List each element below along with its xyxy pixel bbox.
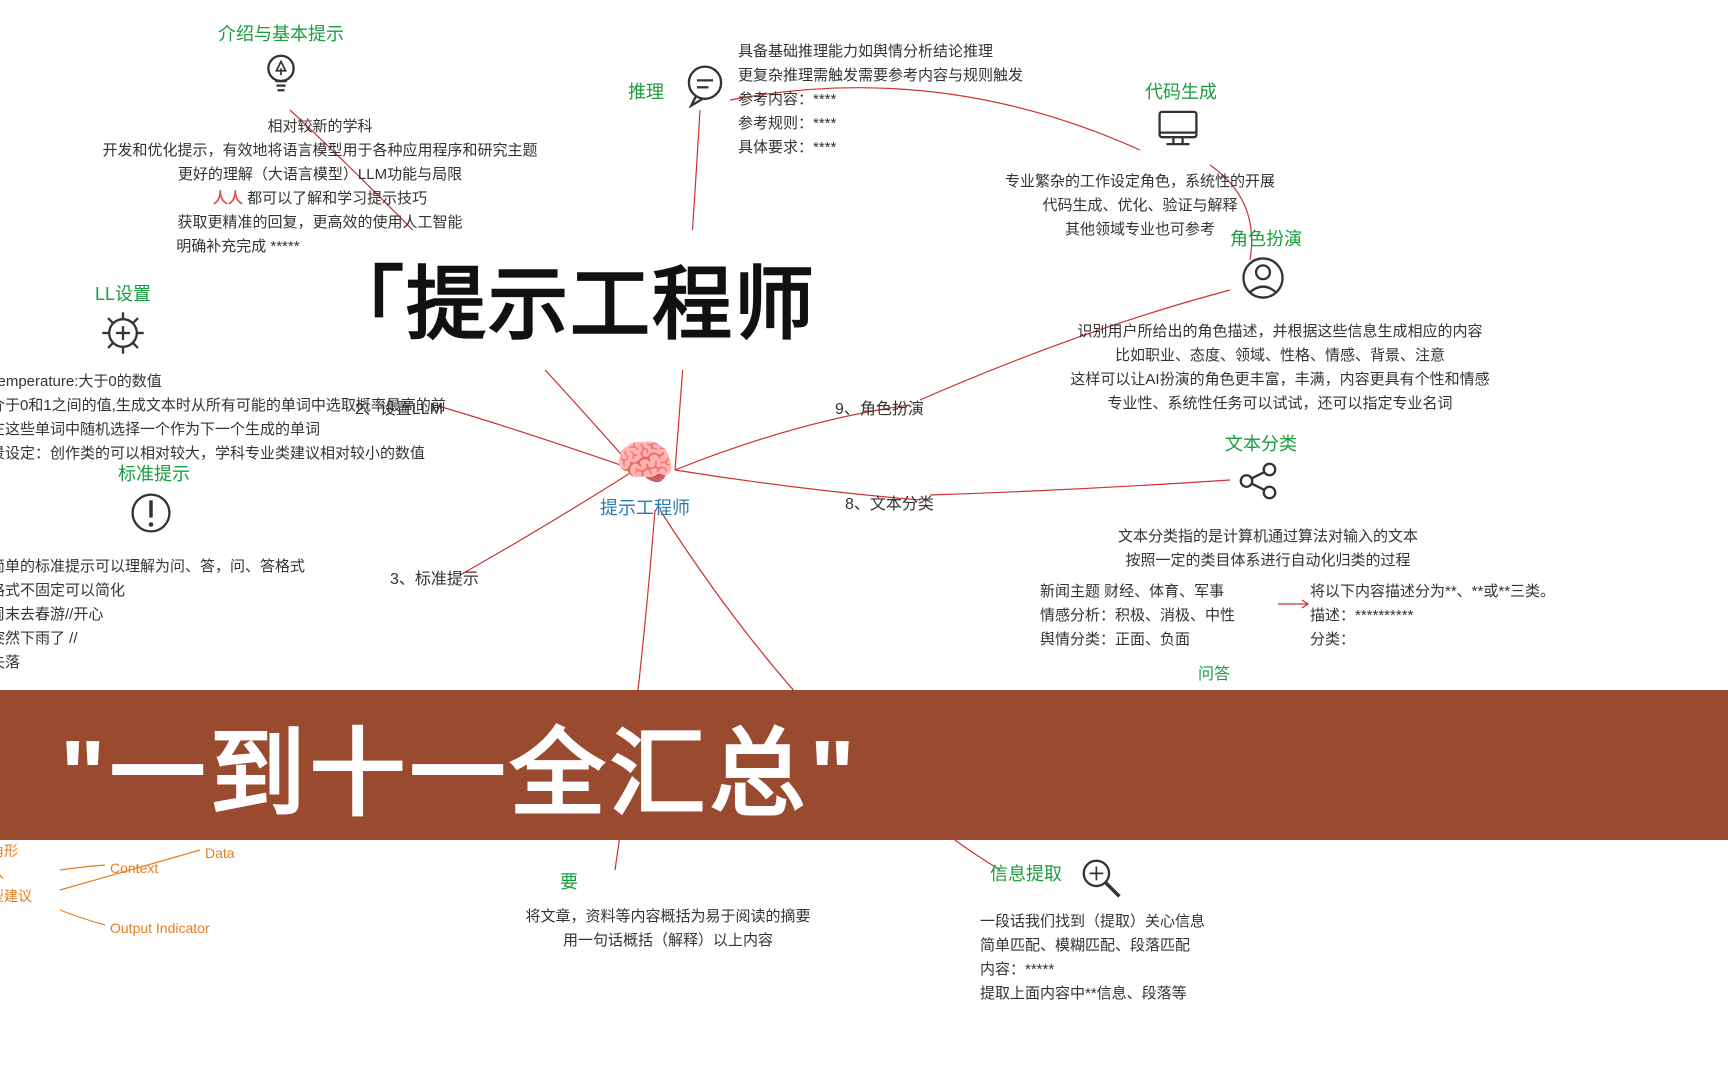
topic-extract-body: 一段话我们找到（提取）关心信息简单匹配、模糊匹配、段落匹配内容：*****提取上… (980, 910, 1205, 1006)
branch-label: 8、文本分类 (845, 490, 934, 514)
topic-textclass-right: 将以下内容描述分为**、**或**三类。描述：**********分类： (1310, 580, 1555, 652)
center-node: 🧠 提示工程师 (600, 440, 690, 520)
topic-llm-body: Temperature:大于0的数值介于0和1之间的值,生成文本时从所有可能的单… (0, 370, 446, 466)
topic-reasoning-body: 具备基础推理能力如舆情分析结论推理更复杂推理需触发需要参考内容与规则触发参考内容… (738, 40, 1023, 160)
share-nodes-icon (1235, 458, 1281, 504)
topic-textclass-title: 文本分类 (1225, 430, 1297, 456)
topic-codegen-title: 代码生成 (1145, 78, 1217, 104)
exclaim-circle-icon (128, 490, 174, 536)
brain-icon: 🧠 (600, 440, 690, 488)
chat-bubble-icon (682, 62, 728, 108)
center-label: 提示工程师 (600, 494, 690, 520)
overlay-title: 「提示工程师 (300, 230, 840, 370)
tag-label: Data (205, 845, 235, 861)
bottom-left-fragment: 角形入型建议 (0, 840, 32, 907)
lightbulb-icon (258, 50, 304, 96)
person-circle-icon (1240, 255, 1286, 301)
topic-roleplay-title: 角色扮演 (1230, 225, 1302, 251)
topic-reasoning-title: 推理 (628, 78, 664, 104)
topic-llm-title: LL设置 (95, 280, 151, 306)
topic-summary-body: 将文章，资料等内容概括为易于阅读的摘要用一句话概括（解释）以上内容 (498, 905, 838, 953)
topic-standard-title: 标准提示 (118, 460, 190, 486)
topic-extract-title: 信息提取 (990, 860, 1062, 886)
branch-label: 9、角色扮演 (835, 395, 924, 419)
topic-intro-title: 介绍与基本提示 (218, 20, 344, 46)
overlay-subtitle: "一到十一全汇总" (0, 690, 1728, 840)
tag-label: Output Indicator (110, 920, 210, 936)
topic-roleplay-body: 识别用户所给出的角色描述，并根据这些信息生成相应的内容比如职业、态度、领域、性格… (1060, 320, 1500, 416)
topic-summary-title: 要 (560, 868, 578, 894)
topic-standard-body: 简单的标准提示可以理解为问、答，问、答格式格式不固定可以简化周末去春游//开心突… (0, 555, 305, 675)
monitor-icon (1155, 105, 1201, 151)
branch-label: 3、标准提示 (390, 565, 479, 589)
topic-textclass-left: 新闻主题 财经、体育、军事情感分析：积极、消极、中性舆情分类：正面、负面 (1040, 580, 1235, 652)
magnifier-icon (1078, 855, 1124, 901)
mindmap-canvas: 🧠 提示工程师 2、设置LLM3、标准提示8、文本分类9、角色扮演 介绍与基本提… (0, 0, 1728, 1080)
gear-plus-icon (100, 310, 146, 356)
topic-textclass-body: 文本分类指的是计算机通过算法对输入的文本按照一定的类目体系进行自动化归类的过程 (1078, 525, 1458, 573)
topic-qa-title: 问答 (1198, 660, 1230, 684)
tag-label: Context (110, 860, 158, 876)
